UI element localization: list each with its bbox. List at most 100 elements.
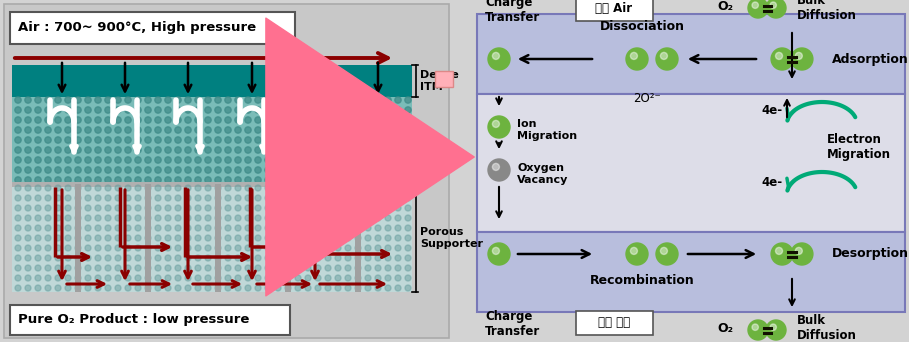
Circle shape [75,285,81,291]
Circle shape [165,235,171,241]
Circle shape [25,167,31,173]
Circle shape [95,107,101,113]
Circle shape [315,245,321,251]
Circle shape [105,285,111,291]
Circle shape [235,235,241,241]
Circle shape [105,275,111,281]
Circle shape [185,127,191,133]
Circle shape [145,117,151,123]
Circle shape [25,117,31,123]
Circle shape [95,127,101,133]
Circle shape [275,195,281,201]
Circle shape [205,107,211,113]
Circle shape [25,245,31,251]
Circle shape [55,147,61,153]
Circle shape [95,255,101,261]
Circle shape [275,157,281,163]
Circle shape [395,215,401,221]
Circle shape [295,167,301,173]
Circle shape [275,107,281,113]
Circle shape [305,147,311,153]
Circle shape [405,167,411,173]
Circle shape [405,107,411,113]
Circle shape [155,147,161,153]
Circle shape [85,117,91,123]
Circle shape [85,275,91,281]
Circle shape [255,265,261,271]
Circle shape [225,185,231,191]
Circle shape [748,0,768,18]
Circle shape [395,205,401,211]
Circle shape [215,265,221,271]
Text: Dense
ITM: Dense ITM [420,70,459,92]
Circle shape [195,127,201,133]
Circle shape [35,225,41,231]
Circle shape [155,225,161,231]
Circle shape [315,205,321,211]
Bar [12,65,412,97]
Circle shape [770,2,776,9]
Circle shape [75,255,81,261]
Circle shape [395,167,401,173]
Circle shape [245,97,251,103]
Circle shape [195,117,201,123]
Circle shape [35,117,41,123]
Circle shape [75,147,81,153]
Circle shape [235,127,241,133]
Circle shape [315,275,321,281]
Text: Recombination: Recombination [590,274,694,287]
Circle shape [752,324,758,330]
Circle shape [195,195,201,201]
Circle shape [75,167,81,173]
Circle shape [345,185,351,191]
Circle shape [15,185,21,191]
Circle shape [795,52,803,60]
Circle shape [35,177,41,183]
Circle shape [165,255,171,261]
Circle shape [335,157,341,163]
Circle shape [175,195,181,201]
Circle shape [255,167,261,173]
Circle shape [185,177,191,183]
Circle shape [325,157,331,163]
Circle shape [335,245,341,251]
Circle shape [105,215,111,221]
Circle shape [55,215,61,221]
Circle shape [15,245,21,251]
Circle shape [275,235,281,241]
Circle shape [105,107,111,113]
Circle shape [95,195,101,201]
Circle shape [265,97,271,103]
Circle shape [265,185,271,191]
Circle shape [295,127,301,133]
Circle shape [395,137,401,143]
Circle shape [355,167,361,173]
Circle shape [85,107,91,113]
Circle shape [295,225,301,231]
Circle shape [245,235,251,241]
Circle shape [305,255,311,261]
Circle shape [255,255,261,261]
Circle shape [95,245,101,251]
Circle shape [335,97,341,103]
Circle shape [165,177,171,183]
Circle shape [285,205,291,211]
Circle shape [631,52,637,60]
Bar [12,187,412,292]
Circle shape [45,177,51,183]
Circle shape [235,215,241,221]
Circle shape [185,245,191,251]
Circle shape [385,137,391,143]
Circle shape [165,275,171,281]
Circle shape [35,265,41,271]
Text: Charge
Transfer: Charge Transfer [485,310,540,338]
Circle shape [335,215,341,221]
Circle shape [275,185,281,191]
Circle shape [185,97,191,103]
Circle shape [165,265,171,271]
Circle shape [145,235,151,241]
Circle shape [305,177,311,183]
Circle shape [45,167,51,173]
Circle shape [365,107,371,113]
Circle shape [215,107,221,113]
